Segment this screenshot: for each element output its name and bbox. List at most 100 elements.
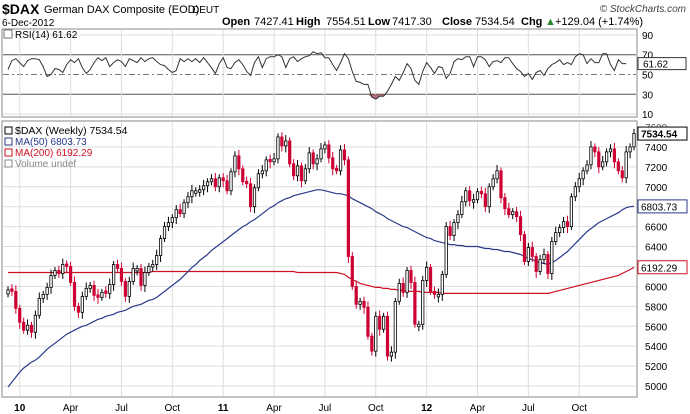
price-candle	[104, 286, 108, 298]
price-candle	[280, 132, 284, 152]
price-candle	[440, 270, 444, 301]
candle-body	[10, 288, 14, 292]
candle-body	[162, 226, 167, 239]
candle-body	[217, 177, 221, 188]
price-panel: 5000520054005600580060006200640066006800…	[1, 120, 688, 414]
price-candle	[327, 140, 331, 164]
price-candle	[561, 216, 566, 234]
price-candle	[608, 144, 613, 158]
price-candle	[581, 167, 585, 186]
price-grid	[3, 122, 636, 396]
candle-body	[100, 291, 104, 298]
candle-body	[526, 247, 530, 262]
price-candle	[186, 192, 190, 209]
candle-body	[84, 287, 88, 297]
price-candle	[436, 288, 440, 303]
price-candle	[354, 280, 358, 309]
candle-body	[471, 199, 476, 203]
price-candle	[260, 164, 264, 179]
candle-body	[14, 290, 18, 309]
price-candle	[542, 248, 546, 264]
legend-swatch-icon	[4, 148, 13, 157]
candle-body	[444, 226, 448, 275]
x-tick-label: Apr	[266, 403, 282, 414]
candle-body	[585, 164, 589, 172]
price-candle	[96, 288, 100, 304]
candle-body	[268, 158, 272, 163]
price-candle	[530, 241, 534, 262]
candle-body	[96, 294, 100, 298]
candle-body	[57, 270, 61, 274]
candle-body	[248, 183, 253, 208]
candle-body	[440, 274, 444, 295]
price-tick-label: 6000	[645, 282, 668, 293]
price-candle	[123, 277, 127, 302]
high-value: 7554.51	[326, 16, 366, 28]
last-ma200-box: 6192.29	[637, 260, 688, 275]
candle-body	[131, 268, 135, 282]
price-candle	[307, 147, 311, 174]
candle-body	[92, 285, 96, 296]
candle-body	[88, 285, 92, 289]
x-tick-label: 12	[421, 403, 433, 414]
price-candle	[448, 220, 452, 241]
candle-body	[202, 185, 206, 191]
candle-body	[158, 238, 163, 256]
price-candle	[57, 265, 61, 278]
price-candle	[487, 183, 491, 214]
candle-body	[22, 321, 26, 331]
candle-body	[456, 214, 460, 224]
price-candle	[597, 147, 601, 174]
candle-body	[6, 289, 10, 295]
price-candle	[233, 151, 237, 178]
candle-body	[151, 264, 155, 268]
candle-body	[468, 190, 472, 202]
candle-body	[303, 168, 307, 182]
legend-swatch-icon	[4, 159, 13, 168]
candle-body	[112, 264, 116, 285]
legend-swatch-icon	[4, 126, 13, 135]
price-candle	[491, 174, 495, 191]
rsi-tick-label: 70	[642, 51, 654, 62]
candle-body	[49, 275, 53, 288]
candle-body	[123, 281, 127, 297]
last-close-box-value: 7534.54	[641, 130, 678, 141]
price-candle	[80, 291, 84, 319]
price-candle	[479, 186, 484, 199]
candle-body	[229, 171, 233, 192]
x-tick-label: Oct	[368, 403, 384, 414]
open-value: 7427.41	[254, 16, 294, 28]
x-tick-label: Apr	[470, 403, 486, 414]
rsi-tick-label: 50	[642, 70, 654, 81]
candle-body	[503, 197, 507, 210]
candle-body	[366, 306, 370, 337]
price-candle	[272, 152, 276, 166]
close-label: Close	[442, 16, 472, 28]
price-candle	[61, 258, 65, 279]
price-candle	[569, 193, 574, 231]
candle-body	[53, 270, 57, 276]
candle-body	[260, 170, 264, 175]
legend-swatch-icon	[4, 137, 13, 146]
candle-body	[616, 161, 620, 172]
candle-body	[233, 155, 237, 173]
candle-body	[605, 151, 609, 163]
price-candle	[166, 216, 171, 232]
last-close-box-frame	[637, 126, 688, 141]
candle-body	[565, 221, 570, 228]
price-candle	[225, 174, 229, 195]
exchange-label: DEUT	[192, 5, 219, 16]
price-candle	[33, 310, 37, 339]
candle-body	[354, 285, 358, 305]
candle-body	[331, 157, 335, 170]
price-candle	[311, 149, 315, 170]
candle-body	[190, 190, 194, 198]
chg-label: Chg	[521, 16, 542, 28]
price-candle	[53, 266, 57, 279]
candle-body	[186, 196, 190, 204]
candle-body	[135, 268, 139, 272]
candle-body	[589, 146, 593, 166]
price-candle	[194, 187, 198, 197]
candle-body	[174, 209, 178, 219]
